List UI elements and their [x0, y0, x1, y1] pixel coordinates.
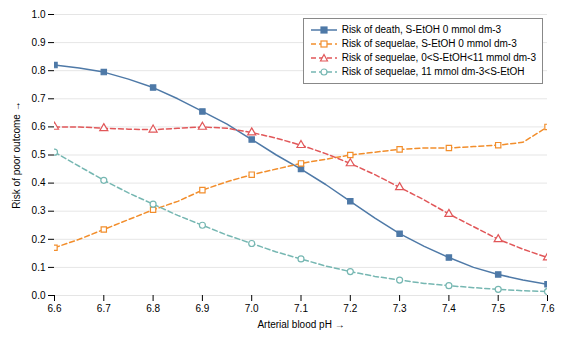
html-text:Risk of death, S-EtOH 0 mmol d: Risk of death, S-EtOH 0 mmol dm-3 — [341, 24, 502, 35]
svg-text:6.6: 6.6 — [48, 303, 62, 314]
svg-text:7.4: 7.4 — [442, 303, 456, 314]
svg-text:0.9: 0.9 — [32, 37, 46, 48]
html-text:Risk of sequelae, S-EtOH 0 mmo: Risk of sequelae, S-EtOH 0 mmol dm-3 — [341, 38, 517, 49]
svg-text:0.1: 0.1 — [32, 262, 46, 273]
svg-text:7.2: 7.2 — [343, 303, 357, 314]
svg-text:Risk of poor outcome →: Risk of poor outcome → — [11, 101, 22, 208]
svg-text:6.7: 6.7 — [97, 303, 111, 314]
svg-text:7.0: 7.0 — [245, 303, 259, 314]
svg-text:7.3: 7.3 — [393, 303, 407, 314]
svg-text:0.2: 0.2 — [32, 234, 46, 245]
svg-text:7.6: 7.6 — [541, 303, 555, 314]
svg-text:0.5: 0.5 — [32, 149, 46, 160]
svg-text:0.3: 0.3 — [32, 205, 46, 216]
svg-text:0.8: 0.8 — [32, 65, 46, 76]
html-text:Risk of sequelae, 0<S-EtOH<11: Risk of sequelae, 0<S-EtOH<11 mmol dm-3 — [341, 52, 536, 63]
svg-text:0.0: 0.0 — [32, 290, 46, 301]
svg-text:0.7: 0.7 — [32, 93, 46, 104]
svg-text:6.8: 6.8 — [146, 303, 160, 314]
svg-text:0.6: 0.6 — [32, 121, 46, 132]
svg-text:7.1: 7.1 — [294, 303, 308, 314]
svg-text:6.9: 6.9 — [195, 303, 209, 314]
svg-text:1.0: 1.0 — [32, 9, 46, 20]
svg-text:0.4: 0.4 — [32, 177, 46, 188]
svg-text:Arterial blood pH →: Arterial blood pH → — [257, 319, 344, 330]
html-text:Risk of sequelae, 11 mmol dm-3: Risk of sequelae, 11 mmol dm-3<S-EtOH — [341, 66, 525, 77]
svg-text:7.5: 7.5 — [491, 303, 505, 314]
